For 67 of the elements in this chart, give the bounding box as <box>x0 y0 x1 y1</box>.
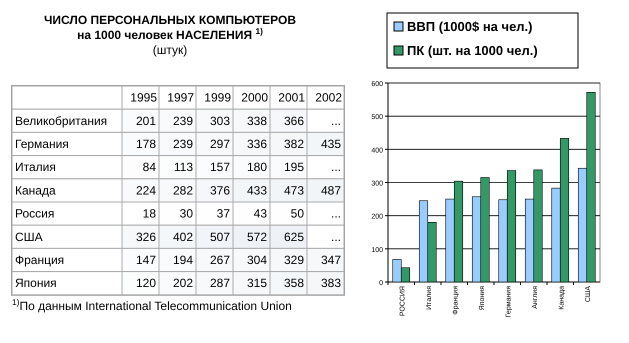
data-label: 358 <box>284 276 304 290</box>
data-label: 383 <box>320 276 342 290</box>
data-label: 195 <box>284 160 304 174</box>
data-label: 338 <box>246 114 268 128</box>
chart-title: ЧИСЛО ПЕРСОНАЛЬНЫХ КОМПЬЮТЕРОВ на 1000 человек НАСЕЛЕНИЯ $^{1)}$ <box>44 13 296 42</box>
x-tick-label: 1995 <box>130 90 158 105</box>
data-label: 267 <box>210 253 230 267</box>
x-tick-label: 2001 <box>278 90 306 105</box>
x-tick-label: 1999 <box>204 90 232 105</box>
chart-subtitle: (штук) <box>152 43 188 57</box>
data-label: 366 <box>284 114 304 128</box>
data-label: 336 <box>246 137 268 151</box>
data-label: 224 <box>136 183 156 198</box>
data-label: 194 <box>172 253 194 267</box>
text: ... <box>330 114 341 128</box>
data-label: 297 <box>210 137 230 151</box>
y-tick-label: Канада <box>15 183 56 198</box>
x-tick-label: 1997 <box>167 90 194 105</box>
data-label: 50 <box>290 206 304 221</box>
data-label: 507 <box>210 230 230 244</box>
legend-label: ВВП (1000$ на чел.) <box>407 19 532 34</box>
data-label: 625 <box>284 230 304 244</box>
data-label: 326 <box>136 230 156 244</box>
data-label: 402 <box>172 230 194 244</box>
text: ... <box>330 230 341 244</box>
data-label: 347 <box>320 253 342 267</box>
data-label: 473 <box>284 183 304 198</box>
data-label: 178 <box>136 137 156 151</box>
y-tick-label: Великобритания <box>15 114 108 128</box>
data-label: 201 <box>136 114 156 128</box>
data-label: 433 <box>246 183 268 198</box>
data-label: 239 <box>172 137 194 151</box>
data-label: 120 <box>136 276 156 290</box>
data-label: 157 <box>210 160 230 174</box>
data-label: 202 <box>172 276 194 290</box>
y-tick-label: Германия <box>15 137 69 151</box>
y-tick-label: США <box>15 230 43 244</box>
data-label: 376 <box>210 183 230 198</box>
text: ... <box>330 206 341 221</box>
data-label: 84 <box>142 160 156 174</box>
data-label: 43 <box>254 206 268 221</box>
text: ... <box>330 160 341 174</box>
data-label: 304 <box>246 253 268 267</box>
data-label: 37 <box>216 206 230 221</box>
data-label: 113 <box>174 160 194 174</box>
text: $^{1)}$По данным International Telecommunication Union <box>12 297 292 313</box>
y-tick-label: Италия <box>15 160 56 174</box>
data-label: 303 <box>210 114 230 128</box>
data-label: 18 <box>142 206 156 221</box>
y-tick-label: Россия <box>15 206 54 221</box>
data-label: 572 <box>246 230 268 244</box>
data-label: 30 <box>180 206 194 221</box>
data-label: 382 <box>284 137 304 151</box>
data-label: 315 <box>246 276 268 290</box>
data-label: 147 <box>136 253 156 267</box>
data-label: 239 <box>172 114 194 128</box>
data-label: 329 <box>284 253 304 267</box>
data-label: 487 <box>320 183 342 198</box>
x-tick-label: 2000 <box>241 90 268 105</box>
data-label: 282 <box>172 183 194 198</box>
data-label: 287 <box>210 276 230 290</box>
x-tick-label: 2002 <box>315 90 342 105</box>
y-tick-label: Франция <box>15 253 64 267</box>
data-label: 180 <box>246 160 268 174</box>
data-label: 435 <box>320 137 342 151</box>
legend-label: ПК (шт. на 1000 чел.) <box>407 43 538 58</box>
y-tick-label: Япония <box>15 276 57 290</box>
